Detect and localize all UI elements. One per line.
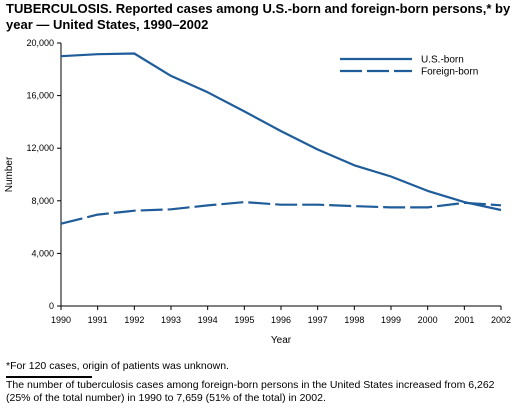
x-tick-label: 1990 (51, 315, 71, 325)
y-tick-label: 0 (49, 301, 54, 311)
x-tick-label: 1997 (308, 315, 328, 325)
x-tick-label: 2001 (454, 315, 474, 325)
x-axis-label: Year (271, 335, 292, 346)
legend-label: U.S.-born (421, 55, 464, 66)
y-axis-label: Number (4, 156, 15, 192)
chart-title-lead: TUBERCULOSIS. (6, 1, 113, 16)
x-tick-label: 1991 (88, 315, 108, 325)
x-tick-label: 1996 (271, 315, 291, 325)
x-tick-label: 1994 (198, 315, 218, 325)
x-tick-label: 1993 (161, 315, 181, 325)
x-tick-label: 1995 (234, 315, 254, 325)
y-tick-label: 20,000 (26, 38, 54, 48)
y-tick-label: 16,000 (26, 91, 54, 101)
chart-title: TUBERCULOSIS. Reported cases among U.S.-… (6, 1, 514, 33)
line-chart: 0 4,000 8,000 12,000 16,000 20,000 1990 1991 199… (4, 38, 511, 346)
x-tick-label: 1998 (344, 315, 364, 325)
x-tick-label: 1992 (124, 315, 144, 325)
x-tick-label: 2002 (491, 315, 511, 325)
caption: The number of tuberculosis cases among f… (6, 379, 495, 404)
y-tick-label: 8,000 (31, 196, 54, 206)
series-line-foreign-born (60, 201, 502, 225)
x-tick-label: 2000 (418, 315, 438, 325)
chart-title-text: Reported cases among U.S.-born and forei… (6, 1, 511, 32)
legend-label: Foreign-born (421, 67, 478, 78)
caption-divider (6, 376, 92, 378)
footnote: *For 120 cases, origin of patients was u… (6, 360, 229, 372)
y-tick-label: 4,000 (31, 248, 54, 258)
x-tick-label: 1999 (381, 315, 401, 325)
y-tick-label: 12,000 (26, 143, 54, 153)
